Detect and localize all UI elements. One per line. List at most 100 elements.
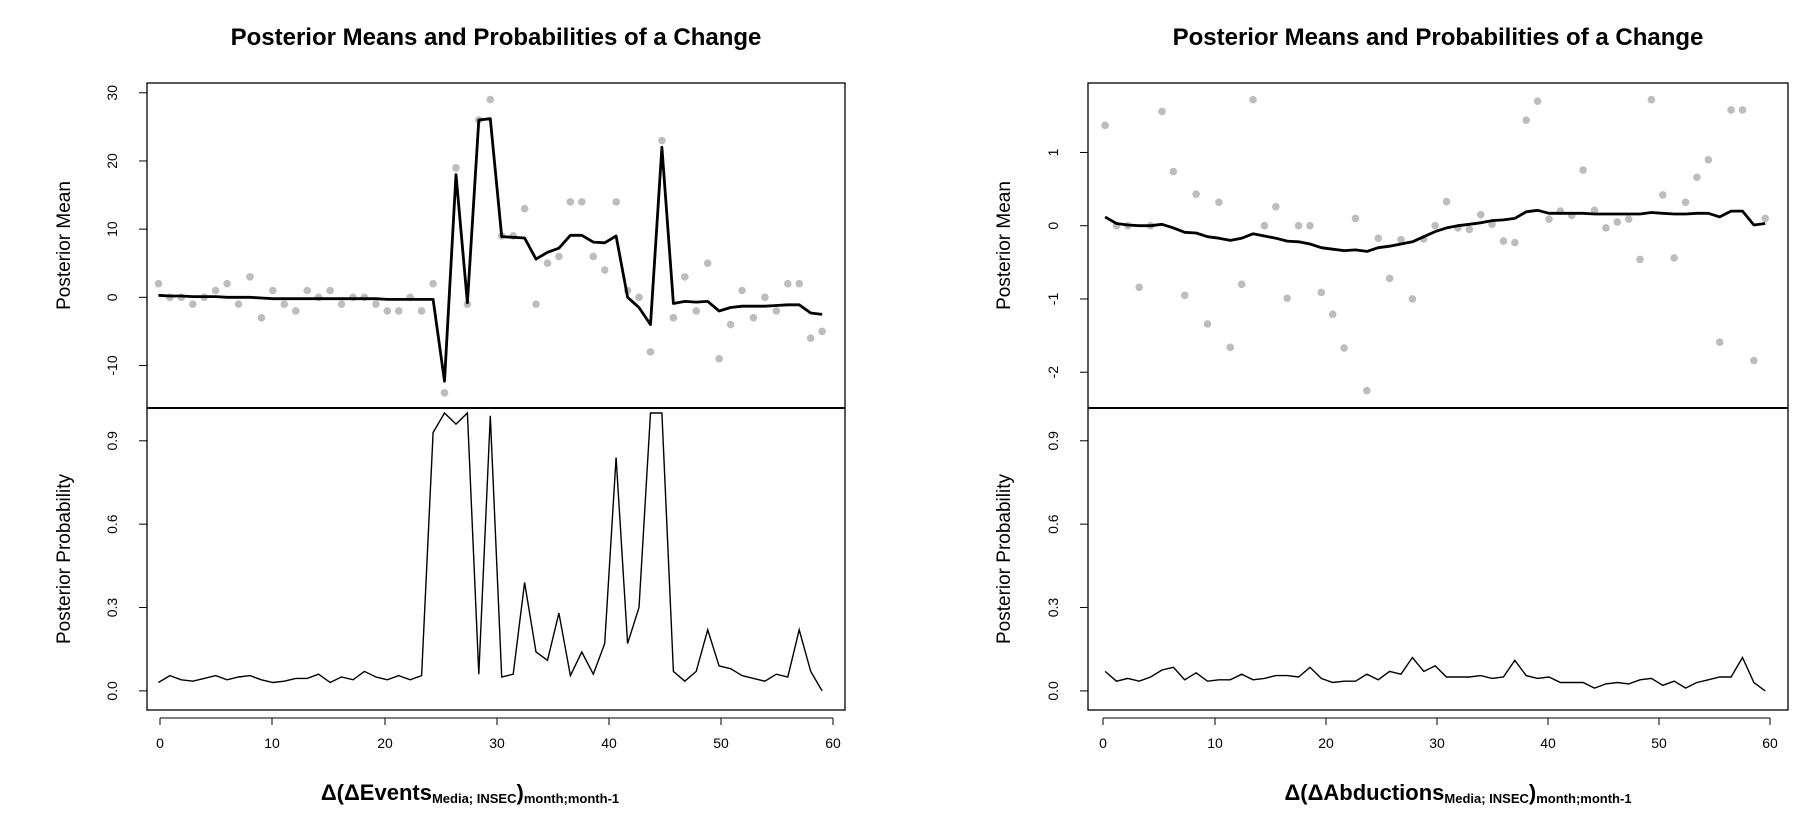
- observed-point: [1294, 221, 1303, 230]
- observed-point: [486, 95, 495, 104]
- observed-point: [1363, 386, 1371, 395]
- observed-point: [1283, 294, 1291, 303]
- observed-point: [1226, 343, 1235, 352]
- y-tick-label: -1: [1045, 293, 1061, 306]
- posterior-mean-line: [1104, 208, 1766, 253]
- observed-point: [1317, 288, 1326, 297]
- chart-2: Posterior Means and Probabilities of a C…: [994, 24, 1789, 806]
- observed-point: [394, 307, 403, 315]
- y-tick-label: 0.0: [104, 681, 120, 701]
- observed-point: [1693, 173, 1701, 182]
- y-tick-label: 0.9: [1045, 431, 1061, 451]
- observed-point: [578, 198, 586, 206]
- observed-point: [1499, 237, 1508, 245]
- observed-point: [818, 327, 826, 336]
- x-tick-label: 30: [489, 735, 505, 751]
- x-tick-label: 60: [1762, 735, 1778, 751]
- observed-point: [726, 320, 735, 329]
- observed-point: [440, 388, 449, 397]
- observed-point: [1272, 202, 1280, 211]
- x-tick-label: 50: [1651, 735, 1667, 751]
- observed-point: [1328, 310, 1337, 319]
- observed-point: [246, 273, 254, 281]
- chart-1: Posterior Means and Probabilities of a C…: [54, 24, 846, 806]
- observed-point: [326, 286, 334, 295]
- observed-point: [806, 334, 815, 343]
- observed-point: [1408, 295, 1417, 303]
- y-tick-label: 0.3: [1045, 598, 1061, 618]
- x-tick-label: 10: [264, 735, 280, 751]
- observed-point: [1340, 344, 1348, 352]
- x-tick-label: 0: [1099, 735, 1107, 751]
- observed-point: [692, 307, 701, 315]
- observed-point: [1761, 214, 1770, 223]
- chart-title: Posterior Means and Probabilities of a C…: [231, 24, 762, 51]
- observed-point: [543, 259, 552, 268]
- observed-point: [1374, 234, 1383, 242]
- observed-point: [1522, 116, 1531, 125]
- observed-point: [452, 163, 460, 172]
- y-tick-label: 0.6: [1045, 514, 1061, 534]
- observed-point: [269, 286, 277, 295]
- x-axis-label: Δ(ΔEventsMedia; INSEC)month;month-1: [321, 780, 619, 806]
- observed-point: [761, 293, 769, 302]
- observed-point: [1704, 155, 1713, 164]
- observed-point: [1545, 215, 1553, 223]
- y-axis-label: Posterior Mean: [54, 181, 75, 310]
- observed-point: [1385, 274, 1394, 283]
- observed-point: [1715, 338, 1724, 346]
- observed-point: [646, 348, 655, 356]
- observed-point: [280, 300, 289, 308]
- observed-point: [532, 300, 540, 308]
- observed-point: [257, 313, 266, 322]
- observed-point: [658, 136, 666, 145]
- posterior-probability-line: [1104, 655, 1766, 692]
- y-tick-label: 0.0: [1045, 681, 1061, 701]
- observed-point: [188, 300, 197, 308]
- observed-point: [1442, 197, 1451, 206]
- observed-point: [1465, 225, 1474, 234]
- y-tick-label: 0.6: [104, 514, 120, 534]
- posterior-probability-line: [158, 411, 823, 692]
- x-tick-label: 10: [1207, 735, 1223, 751]
- y-tick-label: 0.9: [104, 431, 120, 451]
- y-tick-label: 0: [1045, 222, 1061, 230]
- y-tick-label: -2: [1045, 366, 1061, 379]
- y-axis-label: Posterior Probability: [54, 473, 75, 644]
- observed-point: [520, 204, 529, 213]
- observed-point: [1249, 95, 1257, 104]
- observed-point: [635, 293, 643, 302]
- observed-point: [1613, 218, 1622, 226]
- observed-point: [1670, 254, 1678, 262]
- observed-point: [1351, 214, 1360, 223]
- observed-point: [1203, 320, 1212, 328]
- x-tick-label: 40: [1540, 735, 1556, 751]
- observed-point: [1101, 121, 1109, 130]
- observed-point: [1533, 97, 1542, 105]
- observed-point: [1135, 283, 1144, 292]
- observed-point: [1180, 291, 1189, 300]
- observed-point: [234, 300, 243, 308]
- y-axis-label: Posterior Probability: [994, 473, 1015, 644]
- observed-point: [291, 307, 300, 315]
- observed-point: [303, 286, 311, 295]
- x-tick-label: 30: [1429, 735, 1445, 751]
- observed-point: [1727, 106, 1735, 114]
- observed-point: [1431, 221, 1439, 230]
- observed-point: [566, 198, 575, 206]
- y-tick-label: 1: [1045, 148, 1061, 156]
- x-tick-label: 50: [713, 735, 729, 751]
- observed-point: [772, 307, 781, 315]
- observed-point: [1602, 224, 1610, 232]
- observed-point: [154, 279, 163, 288]
- observed-point: [749, 313, 758, 322]
- x-tick-label: 60: [825, 735, 841, 751]
- plot-frame: [146, 82, 846, 711]
- chart-title: Posterior Means and Probabilities of a C…: [1173, 24, 1704, 51]
- observed-point: [703, 259, 712, 268]
- observed-point: [1590, 206, 1599, 215]
- observed-point: [1237, 280, 1246, 289]
- observed-point: [1260, 221, 1269, 230]
- observed-point: [337, 300, 346, 308]
- observed-point: [1579, 166, 1587, 174]
